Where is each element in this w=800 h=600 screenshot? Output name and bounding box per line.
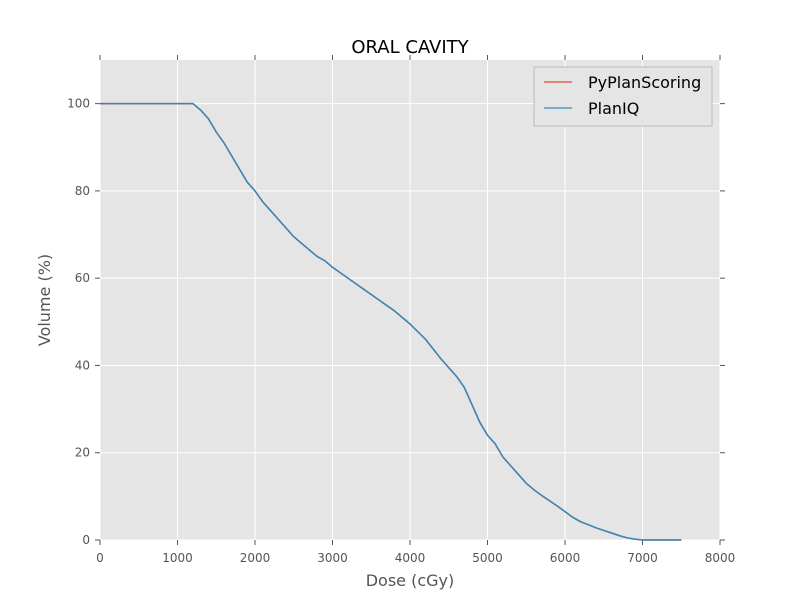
y-tick-label: 0 [82,533,90,547]
y-tick-label: 40 [75,358,90,372]
x-tick-label: 0 [96,551,104,565]
y-axis-title: Volume (%) [35,254,54,346]
axis-ticks: 0 1000 2000 3000 4000 5000 6000 7000 8000 0 20 40 60… [67,55,735,565]
legend-label-planiq: PlanIQ [588,99,639,118]
x-tick-label: 2000 [240,551,271,565]
y-tick-label: 80 [75,184,90,198]
legend-label-pyplanscoring: PyPlanScoring [588,73,701,92]
x-tick-label: 8000 [705,551,736,565]
y-tick-label: 60 [75,271,90,285]
series-line-planiq [100,102,682,541]
legend: PyPlanScoring PlanIQ [533,66,713,127]
x-tick-label: 5000 [472,551,503,565]
x-tick-label: 6000 [550,551,581,565]
x-tick-label: 3000 [317,551,348,565]
x-tick-label: 1000 [162,551,193,565]
x-tick-label: 4000 [395,551,426,565]
x-tick-label: 7000 [627,551,658,565]
legend-box [533,66,713,127]
y-tick-label: 100 [67,97,90,111]
y-tick-label: 20 [75,446,90,460]
x-axis-title: Dose (cGy) [366,571,455,590]
series-lines [100,102,682,541]
chart-title: ORAL CAVITY [351,37,469,58]
